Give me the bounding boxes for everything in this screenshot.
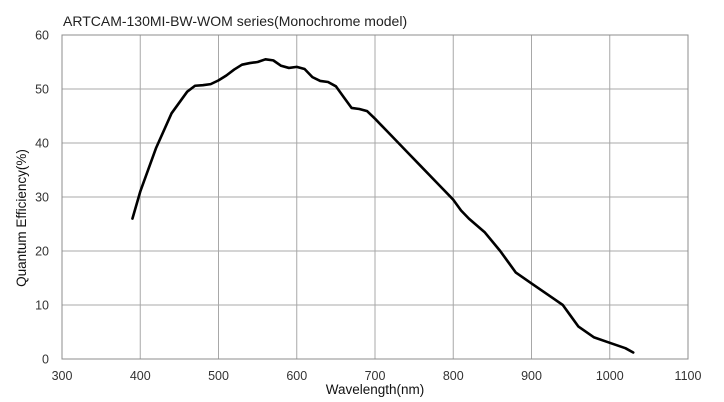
x-tick-label: 400 bbox=[130, 369, 151, 383]
series-layer bbox=[131, 57, 635, 354]
y-tick-label: 60 bbox=[35, 29, 49, 43]
x-tick-label: 500 bbox=[208, 369, 229, 383]
y-tick-label: 40 bbox=[35, 137, 49, 151]
x-tick-label: 700 bbox=[365, 369, 386, 383]
tick-labels: 300 400 500 600 700 800 900 1000 1100 0 10 20 30 40 50… bbox=[35, 29, 701, 384]
x-axis-label: Wavelength(nm) bbox=[326, 382, 425, 397]
y-axis-label: Quantum Efficiency(%) bbox=[14, 149, 29, 287]
y-tick-label: 0 bbox=[42, 353, 49, 367]
x-tick-label: 800 bbox=[443, 369, 464, 383]
x-tick-label: 600 bbox=[286, 369, 307, 383]
chart-title: ARTCAM-130MI-BW-WOM series(Monochrome mo… bbox=[63, 13, 407, 29]
y-tick-label: 30 bbox=[35, 191, 49, 205]
x-tick-label: 900 bbox=[521, 369, 542, 383]
x-tick-label: 300 bbox=[52, 369, 73, 383]
y-tick-label: 50 bbox=[35, 83, 49, 97]
plot-area-frame bbox=[61, 34, 689, 360]
x-tick-label: 1100 bbox=[675, 369, 702, 383]
y-tick-label: 10 bbox=[35, 299, 49, 313]
series-line bbox=[131, 57, 635, 354]
x-tick-label: 1000 bbox=[596, 369, 624, 383]
y-tick-label: 20 bbox=[35, 245, 49, 259]
gridlines bbox=[61, 34, 689, 360]
